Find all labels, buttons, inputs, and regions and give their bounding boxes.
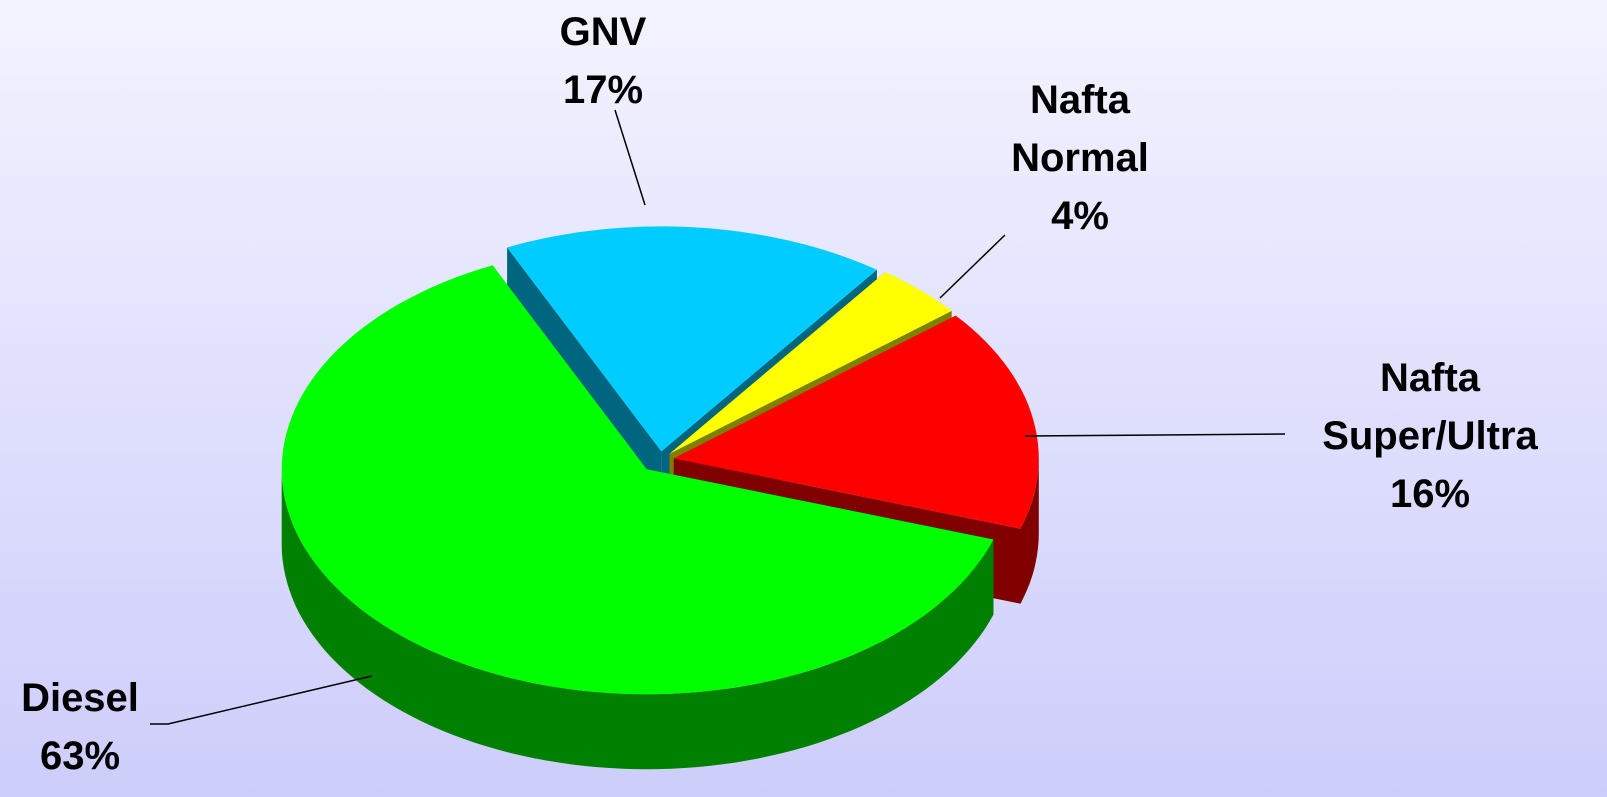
leader-line (150, 675, 373, 725)
slice (507, 226, 877, 452)
value-label: 63% (39, 734, 121, 778)
pie (281, 226, 1039, 770)
category-label: GNV (559, 10, 647, 54)
leader-line (939, 234, 1006, 299)
data-label: Nafta Super/Ultra 16% (1290, 349, 1570, 523)
category-label: Diesel (21, 676, 139, 720)
slice (669, 272, 952, 454)
value-label: 17% (562, 68, 644, 112)
data-label: GNV 17% (493, 3, 713, 119)
slice-side (1020, 458, 1039, 604)
value-label: 4% (1051, 194, 1109, 238)
leader-line (1024, 433, 1286, 437)
slice (281, 265, 994, 695)
data-label: Diesel 63% (0, 669, 170, 785)
data-label: Nafta Normal 4% (980, 71, 1180, 245)
slice (673, 315, 1039, 529)
slice-side (281, 469, 994, 770)
leader-line (614, 109, 646, 206)
category-label: Nafta Normal (1011, 78, 1149, 180)
category-label: Nafta Super/Ultra (1322, 356, 1538, 458)
value-label: 16% (1389, 472, 1471, 516)
